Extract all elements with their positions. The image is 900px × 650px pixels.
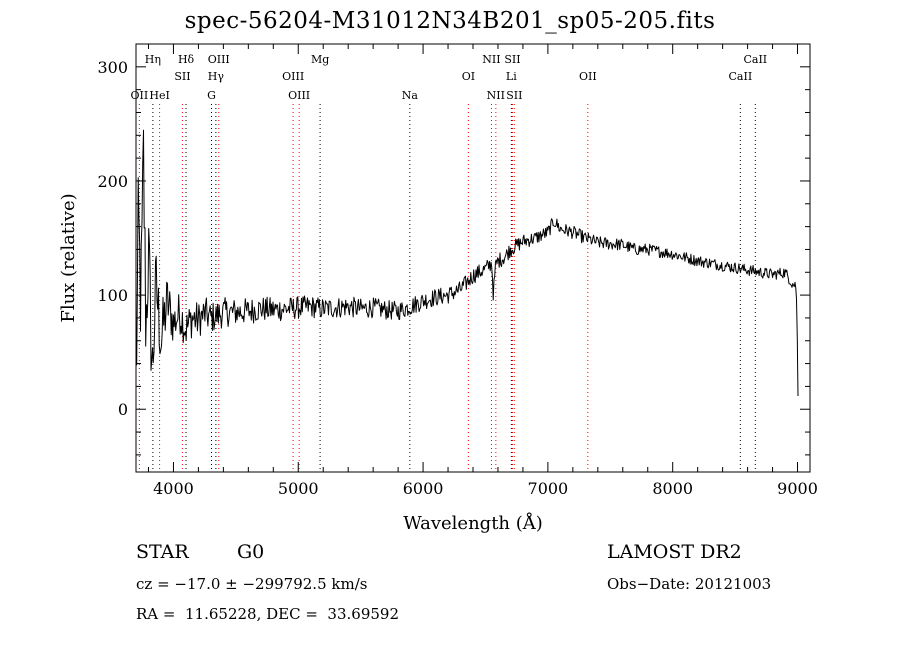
- x-tick-label: 8000: [652, 479, 693, 498]
- spectrum-series: [135, 129, 799, 397]
- spectral-line-label: Mg: [311, 53, 329, 66]
- y-tick-label: 200: [97, 172, 128, 191]
- spectral-line-label: HeI: [149, 89, 169, 102]
- y-tick-label: 0: [118, 400, 128, 419]
- spectral-line-label: CaII: [729, 70, 753, 83]
- y-tick-label: 100: [97, 286, 128, 305]
- spectral-line-label: OIII: [208, 53, 230, 66]
- spectral-line-label: OIII: [288, 89, 310, 102]
- spectral-line-label: SII: [504, 53, 520, 66]
- spectral-line-label: SII: [506, 89, 522, 102]
- spectrum-flux-line: [135, 129, 799, 397]
- plot-frame: [135, 43, 811, 473]
- spectral-line-label: Hγ: [208, 70, 225, 83]
- spectral-line-label: Na: [402, 89, 419, 102]
- spectral-line-markers: [138, 104, 756, 472]
- spectral-line-label: NII: [482, 53, 500, 66]
- y-tick-label: 300: [97, 58, 128, 77]
- spectral-line-label: NII: [487, 89, 505, 102]
- x-tick-label: 7000: [528, 479, 569, 498]
- spectral-line-label: OI: [462, 70, 475, 83]
- chart-title: spec-56204-M31012N34B201_sp05-205.fits: [184, 8, 716, 34]
- y-axis-label: Flux (relative): [58, 193, 79, 322]
- redshift-cz: cz = −17.0 ± −299792.5 km/s: [136, 575, 368, 593]
- x-axis-label: Wavelength (Å): [403, 512, 543, 534]
- x-tick-label: 5000: [278, 479, 319, 498]
- ra-dec: RA = 11.65228, DEC = 33.69592: [136, 605, 400, 623]
- spectral-line-labels: OII Hη HeI Hδ SII OIII Hγ G OIII OIII Mg Na OI NII NII…: [131, 53, 768, 102]
- survey-name: LAMOST DR2: [607, 541, 742, 563]
- spectral-line-label: Hη: [145, 53, 161, 66]
- spectral-line-label: SII: [174, 70, 190, 83]
- spectral-line-label: OII: [579, 70, 597, 83]
- axis-ticks: 4000 5000 6000 7000 8000 9000 0 100 200 300: [97, 43, 818, 498]
- object-type: STAR: [136, 541, 189, 563]
- object-subclass: G0: [237, 541, 265, 563]
- spectral-line-label: Li: [506, 70, 517, 83]
- observation-date: Obs−Date: 20121003: [607, 575, 772, 593]
- spectral-line-label: CaII: [743, 53, 767, 66]
- spectral-line-label: OIII: [282, 70, 304, 83]
- spectral-line-label: OII: [131, 89, 149, 102]
- x-tick-label: 6000: [403, 479, 444, 498]
- x-tick-label: 4000: [153, 479, 194, 498]
- spectral-line-label: Hδ: [178, 53, 195, 66]
- x-tick-label: 9000: [777, 479, 818, 498]
- spectral-line-label: G: [207, 89, 216, 102]
